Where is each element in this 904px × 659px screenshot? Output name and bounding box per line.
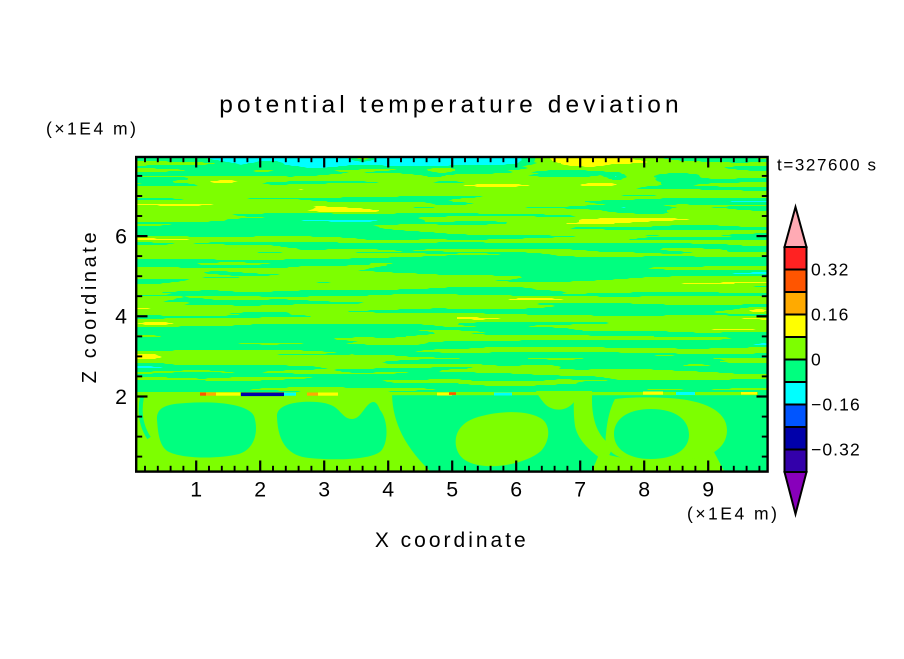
svg-text:(×1E4 m): (×1E4 m) <box>687 504 779 524</box>
svg-text:6: 6 <box>510 478 522 502</box>
svg-text:1: 1 <box>190 478 202 502</box>
svg-text:−0.16: −0.16 <box>811 395 861 415</box>
svg-text:0.32: 0.32 <box>811 260 849 280</box>
svg-text:(×1E4 m): (×1E4 m) <box>46 119 138 139</box>
svg-text:0.16: 0.16 <box>811 305 849 325</box>
svg-text:3: 3 <box>318 478 330 502</box>
svg-text:4: 4 <box>115 305 127 329</box>
svg-text:0: 0 <box>811 350 822 370</box>
svg-text:Z coordinate: Z coordinate <box>79 229 101 383</box>
svg-text:6: 6 <box>115 225 127 249</box>
svg-text:8: 8 <box>638 478 650 502</box>
svg-text:5: 5 <box>446 478 458 502</box>
svg-text:t=327600 s: t=327600 s <box>777 156 878 175</box>
svg-text:2: 2 <box>254 478 266 502</box>
svg-text:7: 7 <box>574 478 586 502</box>
svg-text:4: 4 <box>382 478 394 502</box>
svg-text:9: 9 <box>702 478 714 502</box>
svg-text:potential temperature deviatio: potential temperature deviation <box>219 92 683 119</box>
svg-text:2: 2 <box>115 385 127 409</box>
svg-text:X coordinate: X coordinate <box>375 529 529 552</box>
svg-text:−0.32: −0.32 <box>811 440 861 460</box>
